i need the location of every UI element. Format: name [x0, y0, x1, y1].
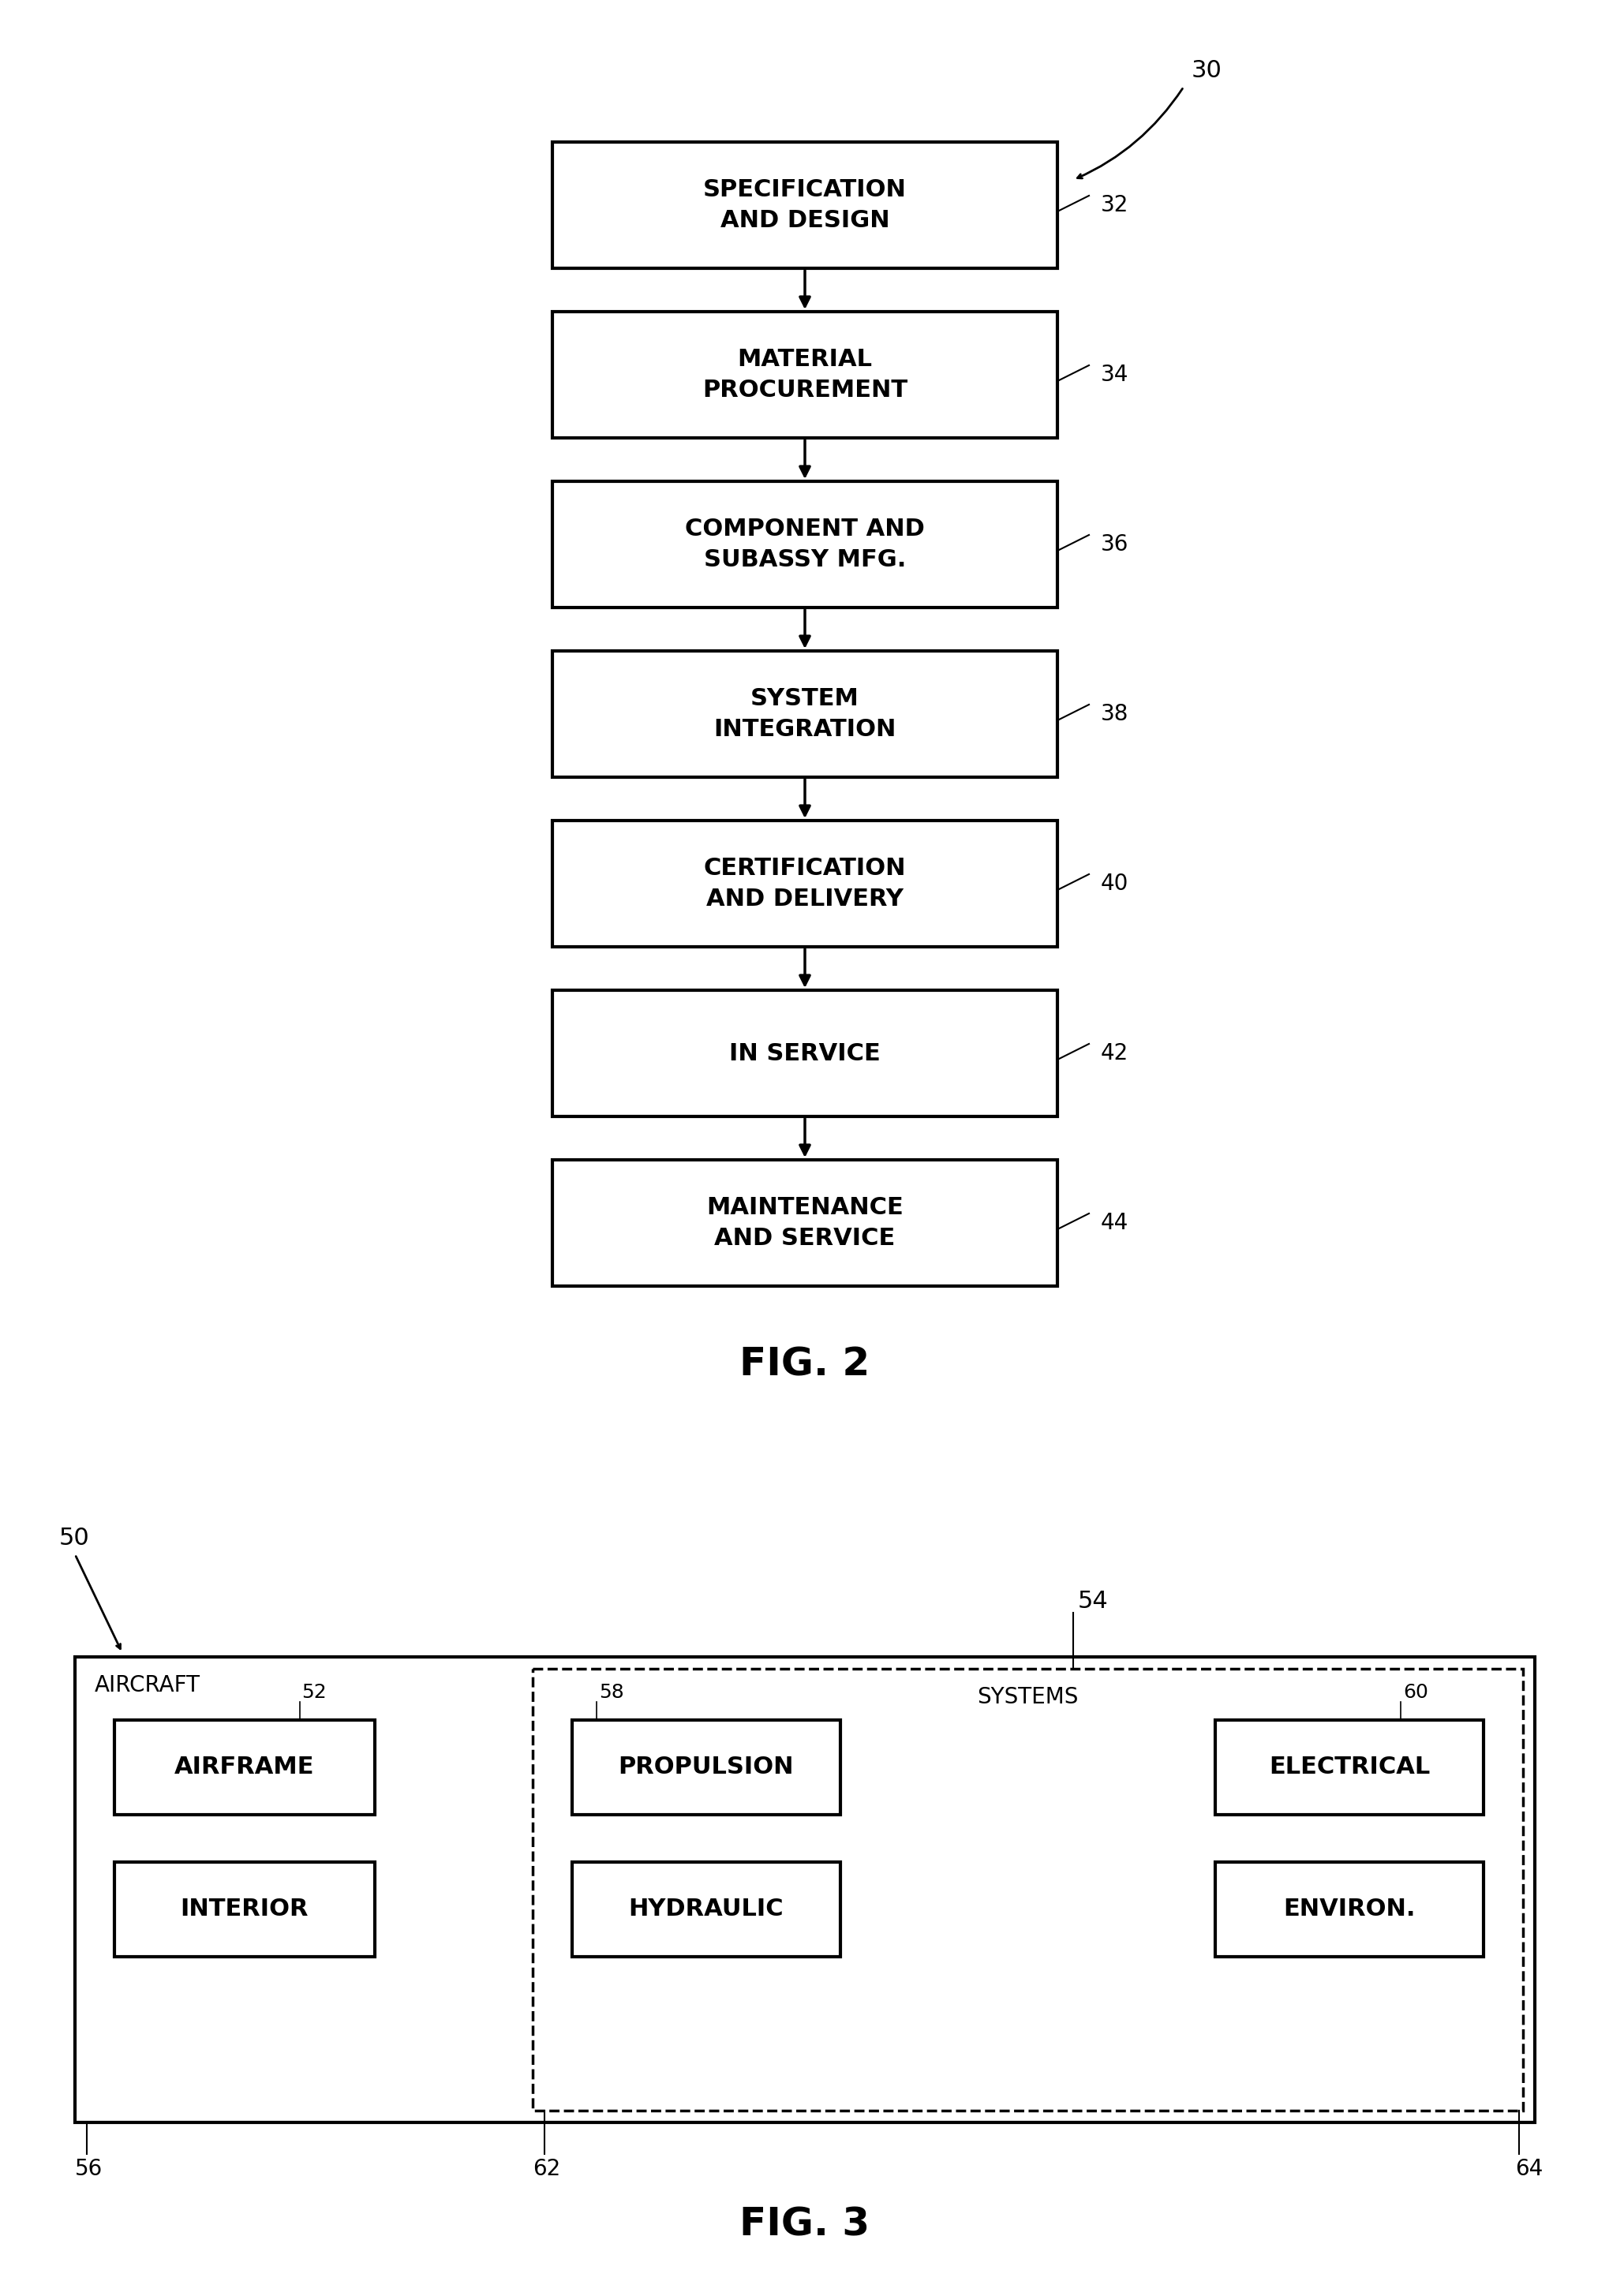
Text: 64: 64 [1514, 2158, 1541, 2179]
Bar [1215, 1720, 1483, 1814]
Text: 44: 44 [1101, 1212, 1128, 1233]
Text: AIRFRAME: AIRFRAME [174, 1756, 314, 1779]
Bar [114, 1862, 375, 1956]
Text: SPECIFICATION
AND DESIGN: SPECIFICATION AND DESIGN [703, 179, 906, 232]
Text: HYDRAULIC: HYDRAULIC [629, 1899, 784, 1922]
Bar [552, 990, 1057, 1116]
Text: MATERIAL
PROCUREMENT: MATERIAL PROCUREMENT [702, 349, 907, 402]
Bar [571, 1720, 840, 1814]
Text: COMPONENT AND
SUBASSY MFG.: COMPONENT AND SUBASSY MFG. [685, 519, 924, 572]
Text: SYSTEMS: SYSTEMS [977, 1685, 1078, 1708]
Text: IN SERVICE: IN SERVICE [729, 1042, 880, 1065]
Text: 52: 52 [302, 1683, 327, 1701]
Text: AIRCRAFT: AIRCRAFT [95, 1674, 201, 1697]
Text: FIG. 2: FIG. 2 [739, 1345, 870, 1382]
Bar [552, 652, 1057, 776]
Text: INTERIOR: INTERIOR [180, 1899, 309, 1922]
Text: 60: 60 [1403, 1683, 1427, 1701]
Text: PROPULSION: PROPULSION [618, 1756, 793, 1779]
Bar [533, 1669, 1522, 2110]
Bar [552, 482, 1057, 608]
Bar [552, 820, 1057, 946]
Bar [552, 142, 1057, 269]
Text: 62: 62 [533, 2158, 560, 2179]
Text: 54: 54 [1076, 1591, 1107, 1614]
Text: 38: 38 [1101, 703, 1128, 726]
Bar [1215, 1862, 1483, 1956]
Text: 58: 58 [599, 1683, 624, 1701]
Text: ENVIRON.: ENVIRON. [1282, 1899, 1414, 1922]
Text: MAINTENANCE
AND SERVICE: MAINTENANCE AND SERVICE [706, 1196, 903, 1249]
Text: ELECTRICAL: ELECTRICAL [1268, 1756, 1429, 1779]
Text: 42: 42 [1101, 1042, 1128, 1065]
Text: SYSTEM
INTEGRATION: SYSTEM INTEGRATION [713, 687, 896, 742]
Bar [76, 1658, 1533, 2122]
Bar [552, 312, 1057, 439]
Text: 36: 36 [1101, 533, 1128, 556]
Text: 34: 34 [1101, 363, 1128, 386]
Text: 32: 32 [1101, 195, 1128, 216]
Text: CERTIFICATION
AND DELIVERY: CERTIFICATION AND DELIVERY [703, 856, 906, 909]
Text: 50: 50 [60, 1527, 90, 1550]
Text: 56: 56 [76, 2158, 103, 2179]
Bar [552, 1159, 1057, 1286]
Bar [114, 1720, 375, 1814]
Bar [571, 1862, 840, 1956]
Text: 30: 30 [1191, 60, 1221, 83]
Text: 40: 40 [1101, 872, 1128, 895]
Text: FIG. 3: FIG. 3 [740, 2204, 869, 2243]
